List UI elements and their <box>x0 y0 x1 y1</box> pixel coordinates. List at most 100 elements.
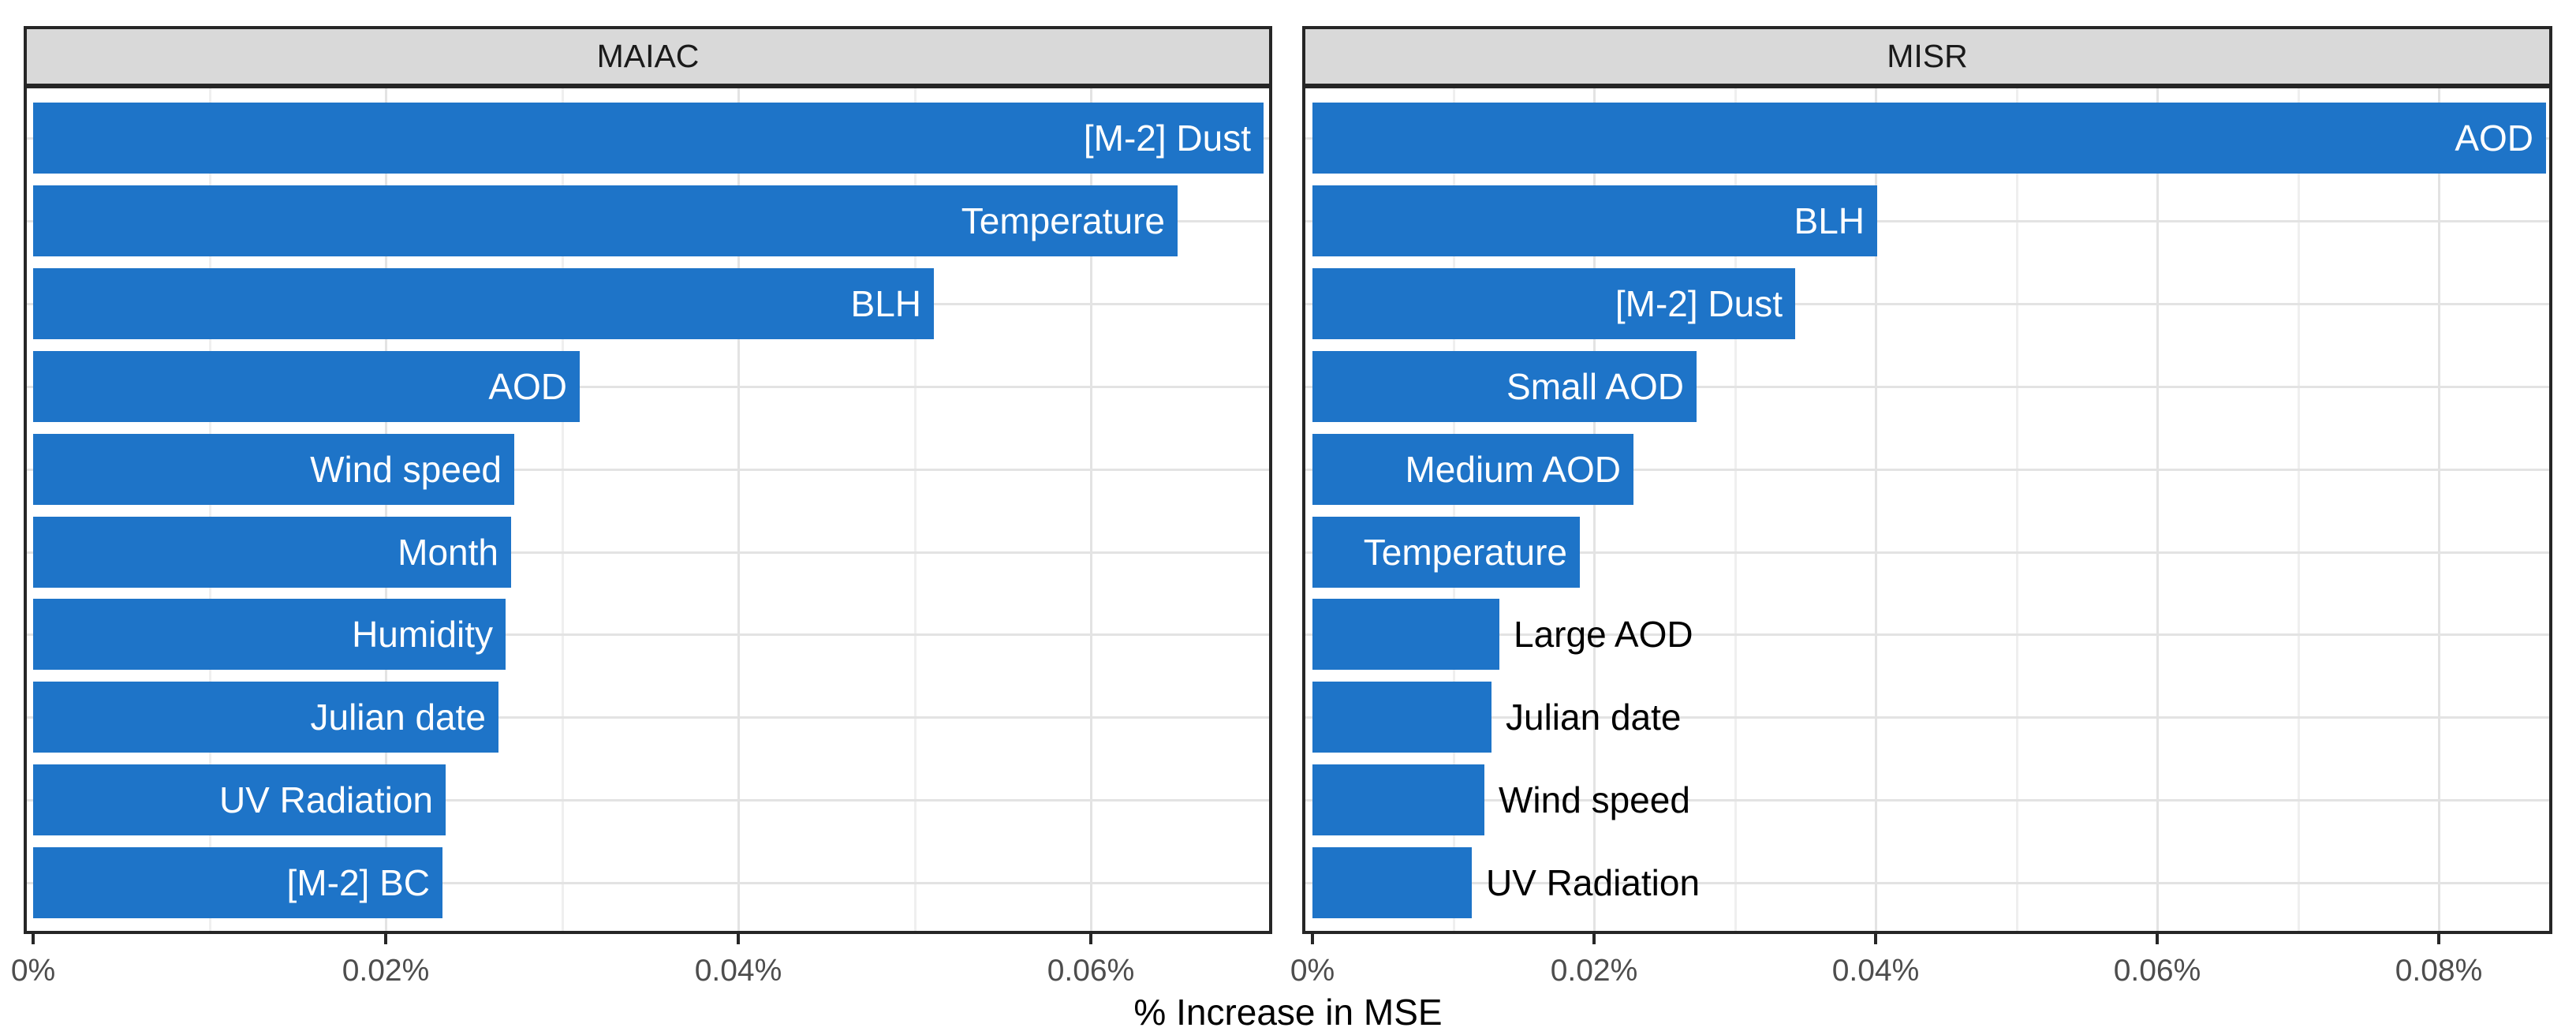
importance-bar: Medium AOD <box>1312 434 1633 505</box>
plot-inner: AOD BLH [M-2] Dust Small AOD Medium AOD Tempe… <box>1305 88 2549 931</box>
x-grid-minor-line <box>562 88 564 931</box>
bar-label: Small AOD <box>1506 366 1684 407</box>
bar-label: [M-2] Dust <box>1615 283 1783 324</box>
bar-label: [M-2] Dust <box>1083 118 1251 159</box>
y-grid-line <box>27 716 1269 719</box>
bar-label: Temperature <box>1363 532 1567 573</box>
y-grid-line <box>27 469 1269 471</box>
strip-title: MISR <box>1887 38 1968 74</box>
x-axis-tick-label: 0.04% <box>1831 954 1920 988</box>
y-grid-line <box>1305 386 2549 388</box>
importance-bar: UV Radiation <box>33 764 446 835</box>
y-grid-line <box>1305 220 2549 222</box>
importance-bar: AOD <box>33 351 580 422</box>
importance-bar <box>1312 599 1499 670</box>
y-grid-line <box>27 386 1269 388</box>
y-grid-line <box>1305 469 2549 471</box>
y-grid-line <box>1305 799 2549 801</box>
facet-strip: MAIAC <box>24 26 1272 85</box>
bar-label: AOD <box>2455 118 2533 159</box>
x-axis-tick-label: 0.06% <box>2113 954 2201 988</box>
x-grid-minor-line <box>209 88 211 931</box>
bar-label: AOD <box>488 366 567 407</box>
bar-label: Month <box>398 532 498 573</box>
plot-area: AOD BLH [M-2] Dust Small AOD Medium AOD Tempe… <box>1302 85 2552 934</box>
x-axis-tick-label: 0.02% <box>1550 954 1638 988</box>
bar-label: Wind speed <box>310 449 502 490</box>
x-axis-tick <box>32 934 35 944</box>
importance-bar: Month <box>33 517 511 588</box>
importance-bar: BLH <box>1312 185 1877 256</box>
x-axis-title: % Increase in MSE <box>1133 992 1443 1033</box>
bar-label: Humidity <box>352 614 493 655</box>
importance-bar: AOD <box>1312 103 2546 174</box>
x-axis-tick-label: 0.02% <box>342 954 430 988</box>
importance-bar <box>1312 682 1491 753</box>
x-axis-tick-label: 0.06% <box>1047 954 1135 988</box>
x-grid-major-line <box>1090 88 1092 931</box>
plot-inner: [M-2] Dust Temperature BLH AOD Wind speed Mon… <box>27 88 1269 931</box>
bar-label: Julian date <box>310 697 487 738</box>
importance-bar: [M-2] Dust <box>1312 268 1795 339</box>
x-axis-tick-label: 0.04% <box>694 954 782 988</box>
y-grid-line <box>27 551 1269 554</box>
bar-label: [M-2] BC <box>286 862 430 903</box>
x-grid-major-line <box>1875 88 1877 931</box>
x-grid-major-line <box>385 88 387 931</box>
importance-bar <box>1312 764 1484 835</box>
facet-panel-maiac: MAIAC [M-2] Dust Temperature BLH AOD Wind spe… <box>11 0 1272 1035</box>
x-grid-minor-line <box>2298 88 2300 931</box>
y-grid-line <box>27 633 1269 636</box>
importance-bar: Julian date <box>33 682 498 753</box>
y-grid-line <box>1305 551 2549 554</box>
x-axis-tick <box>1089 934 1092 944</box>
importance-bar: BLH <box>33 268 934 339</box>
bar-label: Large AOD <box>1514 614 1693 655</box>
bar-label: Temperature <box>961 200 1165 241</box>
bar-label: Wind speed <box>1499 779 1690 820</box>
y-grid-line <box>1305 882 2549 884</box>
x-axis-tick-label: 0% <box>1290 954 1335 988</box>
importance-bar: [M-2] Dust <box>33 103 1264 174</box>
importance-bar <box>1312 847 1472 918</box>
importance-bar: Small AOD <box>1312 351 1697 422</box>
x-axis-tick <box>1874 934 1877 944</box>
importance-bar: [M-2] BC <box>33 847 442 918</box>
importance-bar: Temperature <box>33 185 1178 256</box>
facet-panel-misr: MISR AOD BLH [M-2] Dust Small AOD Medium AOD T… <box>1290 0 2552 1035</box>
x-grid-major-line <box>737 88 740 931</box>
bar-label: Medium AOD <box>1405 449 1621 490</box>
bar-label: Julian date <box>1506 697 1682 738</box>
y-grid-line <box>27 799 1269 801</box>
x-grid-minor-line <box>914 88 917 931</box>
x-grid-minor-line <box>1734 88 1737 931</box>
x-axis-tick-label: 0.08% <box>2395 954 2483 988</box>
importance-bar: Wind speed <box>33 434 514 505</box>
x-axis-tick <box>737 934 740 944</box>
x-axis-tick <box>2156 934 2159 944</box>
x-axis-tick <box>2437 934 2440 944</box>
y-grid-line <box>27 882 1269 884</box>
x-grid-minor-line <box>2016 88 2018 931</box>
y-grid-line <box>1305 716 2549 719</box>
x-axis-tick <box>1592 934 1596 944</box>
x-axis-tick-label: 0% <box>10 954 56 988</box>
x-grid-major-line <box>1593 88 1596 931</box>
x-axis-tick <box>384 934 387 944</box>
plot-area: [M-2] Dust Temperature BLH AOD Wind speed Mon… <box>24 85 1272 934</box>
importance-bar: Humidity <box>33 599 506 670</box>
importance-bar: Temperature <box>1312 517 1580 588</box>
strip-title: MAIAC <box>596 38 700 74</box>
x-grid-major-line <box>2156 88 2159 931</box>
x-axis-tick <box>1311 934 1314 944</box>
bar-label: UV Radiation <box>1486 862 1701 903</box>
y-grid-line <box>1305 633 2549 636</box>
bar-label: BLH <box>850 283 921 324</box>
y-grid-line <box>1305 303 2549 305</box>
facet-strip: MISR <box>1302 26 2552 85</box>
x-grid-minor-line <box>1453 88 1455 931</box>
x-grid-major-line <box>2438 88 2440 931</box>
bar-label: BLH <box>1794 200 1865 241</box>
bar-label: UV Radiation <box>218 779 433 820</box>
